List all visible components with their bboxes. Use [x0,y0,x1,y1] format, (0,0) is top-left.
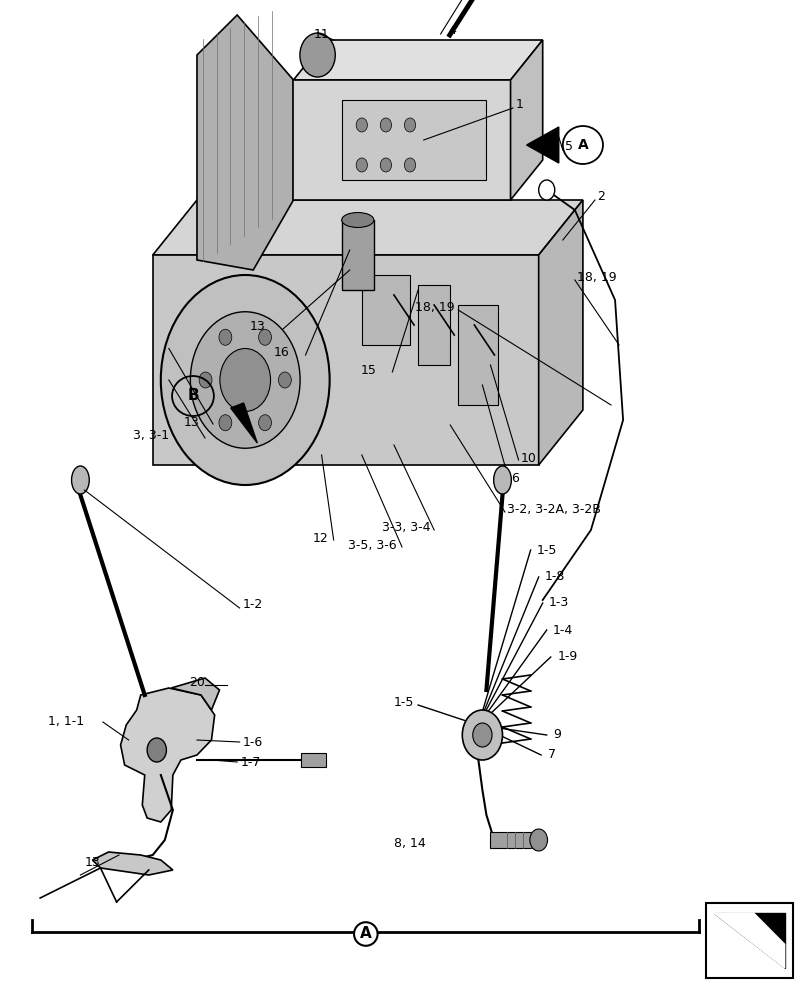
Ellipse shape [493,466,511,494]
Text: 3-5, 3-6: 3-5, 3-6 [348,538,396,552]
Text: 13: 13 [84,856,100,868]
Text: 18, 19: 18, 19 [414,302,454,314]
Circle shape [259,415,271,431]
Text: 1-5: 1-5 [393,696,414,710]
Circle shape [300,33,335,77]
Text: 9: 9 [552,728,560,742]
Circle shape [404,118,415,132]
Text: A: A [360,926,371,942]
Polygon shape [171,678,219,710]
Polygon shape [293,80,510,200]
Circle shape [199,372,212,388]
Polygon shape [713,913,784,968]
Text: 7: 7 [547,748,555,762]
Text: 4: 4 [448,24,456,37]
Polygon shape [92,852,173,875]
Circle shape [356,158,367,172]
Text: 1-8: 1-8 [544,570,565,583]
Text: A: A [577,138,588,152]
Text: 1-4: 1-4 [552,624,573,637]
Circle shape [218,415,231,431]
Text: 1-7: 1-7 [240,756,260,768]
Text: 11: 11 [313,28,329,41]
Text: 1, 1-1: 1, 1-1 [48,716,84,728]
Bar [341,100,486,180]
Circle shape [404,158,415,172]
Text: 1-3: 1-3 [548,596,569,609]
Text: 3-3, 3-4: 3-3, 3-4 [381,522,430,534]
Text: 10: 10 [520,452,536,464]
Text: 15: 15 [360,363,376,376]
Text: 12: 12 [312,532,328,544]
Circle shape [462,710,502,760]
Circle shape [220,349,270,412]
Text: 8, 14: 8, 14 [394,836,426,849]
Text: 13: 13 [249,320,265,334]
Text: 1-5: 1-5 [536,544,556,556]
Text: 6: 6 [511,472,519,485]
Circle shape [218,329,231,345]
Circle shape [161,275,329,485]
Circle shape [147,738,166,762]
Circle shape [380,158,391,172]
Circle shape [278,372,291,388]
Bar [418,285,450,365]
Polygon shape [510,40,542,200]
Bar [458,305,498,405]
Polygon shape [293,40,542,80]
Bar [490,832,542,848]
Text: 1-2: 1-2 [243,598,263,611]
Polygon shape [197,15,293,270]
Circle shape [380,118,391,132]
Ellipse shape [341,213,373,228]
Polygon shape [153,200,582,255]
Text: 20: 20 [189,676,205,690]
Text: 18, 19: 18, 19 [577,271,616,284]
Polygon shape [526,127,558,163]
Polygon shape [230,403,257,443]
Text: 1-6: 1-6 [243,736,263,748]
Text: 3, 3-1: 3, 3-1 [132,430,169,442]
Circle shape [356,118,367,132]
Bar [341,220,373,290]
Text: 5: 5 [565,140,573,153]
Ellipse shape [71,466,89,494]
Circle shape [529,829,547,851]
Polygon shape [153,255,538,465]
Text: 16: 16 [273,347,289,360]
Text: 2: 2 [597,190,605,204]
Bar [705,903,792,978]
Bar [301,753,325,767]
Text: B: B [187,388,198,403]
Polygon shape [538,200,582,465]
Polygon shape [120,688,214,822]
Text: 1: 1 [515,99,523,111]
Polygon shape [713,913,784,968]
Circle shape [472,723,491,747]
Text: 3-2, 3-2A, 3-2B: 3-2, 3-2A, 3-2B [507,504,601,516]
Circle shape [259,329,271,345]
Circle shape [538,180,554,200]
Text: 1-9: 1-9 [556,650,577,664]
Text: 13: 13 [183,416,199,428]
Bar [361,275,410,345]
Circle shape [190,312,300,448]
